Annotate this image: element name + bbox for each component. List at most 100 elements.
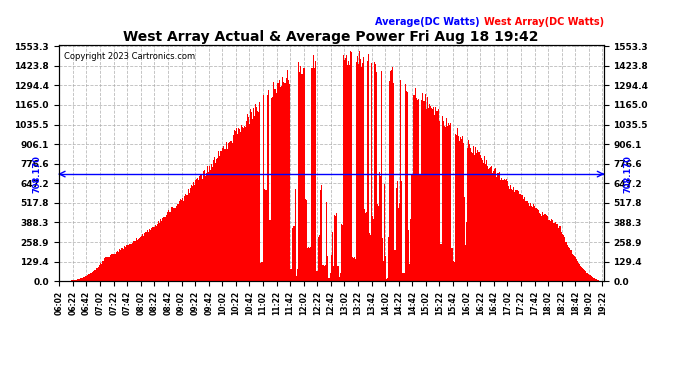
Bar <box>296 276 297 281</box>
Bar <box>297 269 298 281</box>
Bar <box>444 122 445 281</box>
Bar <box>251 112 252 281</box>
Bar <box>159 223 160 281</box>
Bar <box>512 185 513 281</box>
Bar <box>521 195 522 281</box>
Bar <box>157 224 158 281</box>
Bar <box>394 216 395 281</box>
Bar <box>537 209 538 281</box>
Bar <box>503 180 504 281</box>
Bar <box>91 273 92 281</box>
Bar <box>267 186 268 281</box>
Bar <box>412 174 413 281</box>
Bar <box>560 226 561 281</box>
Bar <box>422 93 423 281</box>
Bar <box>431 108 432 281</box>
Bar <box>426 109 427 281</box>
Bar <box>396 188 397 281</box>
Bar <box>400 80 401 281</box>
Bar <box>541 216 542 281</box>
Bar <box>74 280 75 281</box>
Bar <box>547 216 548 281</box>
Bar <box>540 214 541 281</box>
Bar <box>332 232 333 281</box>
Bar <box>526 203 527 281</box>
Bar <box>145 232 146 281</box>
Bar <box>83 277 84 281</box>
Bar <box>316 271 317 281</box>
Bar <box>84 277 85 281</box>
Bar <box>483 163 484 281</box>
Bar <box>595 279 596 281</box>
Bar <box>213 160 214 281</box>
Bar <box>184 196 185 281</box>
Bar <box>117 251 118 281</box>
Bar <box>559 228 560 281</box>
Bar <box>85 276 86 281</box>
Bar <box>473 146 474 281</box>
Bar <box>273 82 274 281</box>
Bar <box>311 58 312 281</box>
Bar <box>531 206 532 281</box>
Bar <box>164 217 165 281</box>
Bar <box>347 57 348 281</box>
Bar <box>189 193 190 281</box>
Bar <box>375 63 376 281</box>
Bar <box>538 210 539 281</box>
Bar <box>224 149 225 281</box>
Bar <box>395 182 396 281</box>
Bar <box>355 62 356 281</box>
Bar <box>387 278 388 281</box>
Bar <box>259 102 260 281</box>
Bar <box>197 178 198 281</box>
Bar <box>351 52 352 281</box>
Bar <box>481 158 482 281</box>
Bar <box>254 112 255 281</box>
Bar <box>138 238 139 281</box>
Bar <box>371 63 372 281</box>
Bar <box>257 111 258 281</box>
Bar <box>357 53 358 281</box>
Bar <box>158 221 159 281</box>
Bar <box>435 107 436 281</box>
Bar <box>423 101 424 281</box>
Bar <box>192 186 193 281</box>
Bar <box>490 167 491 281</box>
Bar <box>331 255 332 281</box>
Bar <box>223 145 224 281</box>
Bar <box>229 142 230 281</box>
Bar <box>409 264 410 281</box>
Bar <box>568 246 569 281</box>
Bar <box>100 263 101 281</box>
Bar <box>561 231 562 281</box>
Bar <box>285 82 286 281</box>
Bar <box>252 110 253 281</box>
Bar <box>116 252 117 281</box>
Bar <box>442 120 443 281</box>
Text: Copyright 2023 Cartronics.com: Copyright 2023 Cartronics.com <box>64 52 195 61</box>
Bar <box>498 173 499 281</box>
Bar <box>544 214 545 281</box>
Bar <box>358 64 359 281</box>
Bar <box>119 249 120 281</box>
Bar <box>592 277 593 281</box>
Bar <box>196 179 197 281</box>
Bar <box>449 125 450 281</box>
Bar <box>191 185 192 281</box>
Bar <box>264 189 265 281</box>
Bar <box>96 269 97 281</box>
Bar <box>107 257 108 281</box>
Bar <box>152 228 153 281</box>
Bar <box>330 273 331 281</box>
Bar <box>466 222 467 281</box>
Bar <box>450 123 451 281</box>
Bar <box>504 178 505 281</box>
Bar <box>509 189 510 281</box>
Bar <box>151 228 152 281</box>
Bar <box>376 72 377 281</box>
Title: West Array Actual & Average Power Fri Aug 18 19:42: West Array Actual & Average Power Fri Au… <box>124 30 539 44</box>
Bar <box>453 261 454 281</box>
Bar <box>393 83 394 281</box>
Bar <box>469 144 470 281</box>
Bar <box>551 219 552 281</box>
